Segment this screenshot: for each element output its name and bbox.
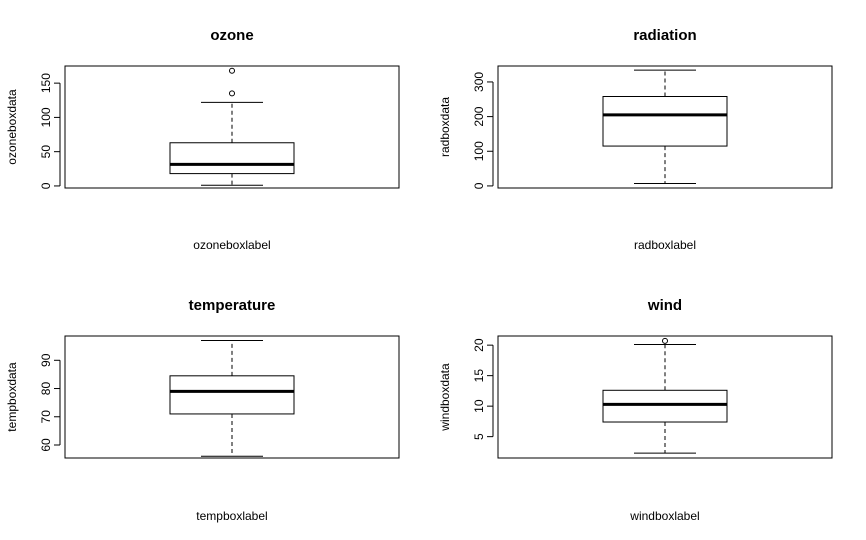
iqr-box [169, 375, 295, 415]
y-tick-label: 100 [472, 141, 486, 161]
y-axis-label: radboxdata [438, 97, 452, 157]
x-axis-label: windboxlabel [629, 509, 699, 523]
y-tick-label: 0 [39, 182, 53, 189]
y-tick-label: 5 [472, 433, 486, 440]
y-tick-label: 10 [472, 399, 486, 413]
x-axis-label: ozoneboxlabel [193, 238, 270, 252]
y-tick-label: 15 [472, 369, 486, 383]
outlier-point [229, 67, 235, 74]
y-tick-label: 0 [472, 182, 486, 189]
plot-frame [497, 335, 833, 459]
y-axis-label: windboxdata [438, 363, 452, 432]
chart-title: temperature [189, 297, 276, 314]
chart-title: radiation [633, 27, 696, 44]
chart-title: wind [647, 297, 682, 314]
y-tick-label: 70 [39, 410, 53, 424]
y-tick-label: 20 [472, 338, 486, 352]
x-axis-label: tempboxlabel [196, 509, 267, 523]
plot-frame [64, 335, 400, 459]
iqr-box [602, 96, 728, 147]
y-tick-label: 80 [39, 382, 53, 396]
chart-title: ozone [210, 27, 253, 44]
y-tick-label: 50 [39, 145, 53, 159]
panel-ozone: ozone ozoneboxlabel ozoneboxdata 0 50 100 1… [5, 27, 400, 252]
plot-frame [497, 65, 833, 189]
outlier-point [229, 90, 235, 97]
panel-temperature: temperature tempboxlabel tempboxdata 60 7… [5, 297, 400, 523]
y-tick-label: 60 [39, 438, 53, 452]
iqr-box [602, 389, 728, 423]
y-tick-label: 300 [472, 72, 486, 92]
y-axis-label: tempboxdata [5, 362, 19, 432]
y-tick-label: 150 [39, 73, 53, 93]
y-tick-label: 100 [39, 107, 53, 127]
iqr-box [169, 142, 295, 175]
y-tick-label: 200 [472, 106, 486, 126]
y-tick-label: 90 [39, 353, 53, 367]
panel-radiation: radiation radboxlabel radboxdata 0 100 200… [438, 27, 833, 252]
x-axis-label: radboxlabel [634, 238, 696, 252]
panel-wind: wind windboxlabel windboxdata 5 10 15 20 [438, 297, 833, 523]
y-axis-label: ozoneboxdata [5, 89, 19, 165]
plot-frame [64, 65, 400, 189]
outlier-point [662, 337, 668, 344]
